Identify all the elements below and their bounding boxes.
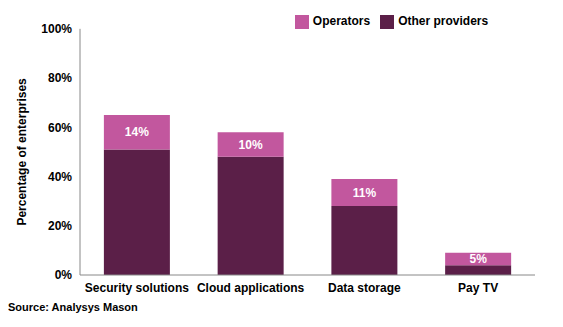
svg-text:5%: 5% [469,252,487,266]
html-text:Operators: Operators [312,14,371,28]
svg-text:60%: 60% [48,121,72,135]
svg-text:Pay TV: Pay TV [458,281,498,295]
svg-text:Security solutions: Security solutions [85,281,189,295]
html-text:Other providers: Other providers [398,14,489,28]
html-text:Source: Analysys Mason: Source: Analysys Mason [8,301,138,313]
svg-text:40%: 40% [48,170,72,184]
svg-text:20%: 20% [48,219,72,233]
svg-text:100%: 100% [41,22,72,36]
svg-text:11%: 11% [353,186,377,200]
svg-text:80%: 80% [48,71,72,85]
svg-text:Cloud applications: Cloud applications [197,281,305,295]
svg-text:14%: 14% [125,125,149,139]
svg-text:0%: 0% [55,268,73,282]
svg-text:10%: 10% [239,138,263,152]
svg-text:Data storage: Data storage [328,281,401,295]
svg-text:Percentage of enterprises: Percentage of enterprises [15,78,29,226]
